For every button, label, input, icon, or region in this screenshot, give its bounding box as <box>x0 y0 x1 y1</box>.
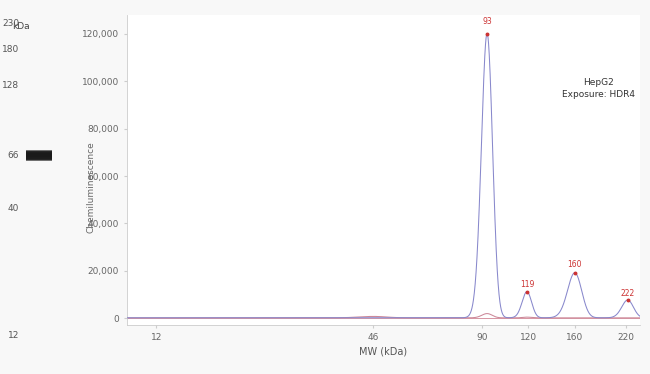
Text: 180: 180 <box>2 45 19 54</box>
Text: 230: 230 <box>2 19 19 28</box>
Text: 12: 12 <box>8 331 19 340</box>
Text: 66: 66 <box>8 151 19 160</box>
Text: 93: 93 <box>482 16 492 26</box>
Text: 160: 160 <box>567 260 582 269</box>
Text: 119: 119 <box>520 280 534 289</box>
Text: 222: 222 <box>621 289 635 298</box>
Text: HepG2
Exposure: HDR4: HepG2 Exposure: HDR4 <box>562 78 634 99</box>
Text: 128: 128 <box>2 81 19 90</box>
X-axis label: MW (kDa): MW (kDa) <box>359 346 408 356</box>
Text: kDa: kDa <box>12 22 30 31</box>
Text: Chemiluminescence: Chemiluminescence <box>86 141 96 233</box>
Text: 40: 40 <box>8 204 19 213</box>
